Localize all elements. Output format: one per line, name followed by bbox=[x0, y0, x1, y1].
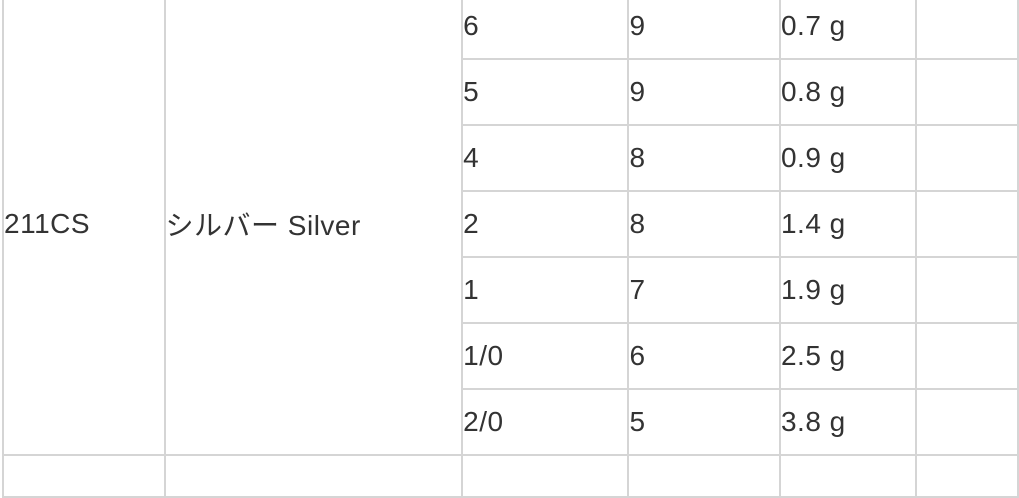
clipped-edge-cell bbox=[915, 454, 1019, 498]
table-row: 1/0 6 2.5 g bbox=[3, 322, 1019, 390]
next-weight-cell-clipped bbox=[778, 454, 918, 498]
next-size-cell-clipped bbox=[461, 454, 630, 498]
clipped-edge-cell bbox=[915, 58, 1019, 126]
quantity-cell: 5 bbox=[627, 388, 781, 456]
model-cell: 211CS bbox=[2, 0, 166, 456]
quantity-cell: 6 bbox=[627, 322, 781, 390]
table-row: 5 9 0.8 g bbox=[3, 58, 1019, 126]
clipped-edge-cell bbox=[915, 256, 1019, 324]
quantity-cell: 8 bbox=[627, 190, 781, 258]
table-row: 211CS シルバー Silver 6 9 0.7 g bbox=[2, 0, 1019, 456]
size-cell: 4 bbox=[461, 124, 630, 192]
size-cell: 5 bbox=[461, 58, 630, 126]
quantity-cell: 8 bbox=[627, 124, 781, 192]
weight-cell: 0.8 g bbox=[778, 58, 918, 126]
size-cell: 6 bbox=[461, 0, 630, 60]
next-quantity-cell-clipped bbox=[627, 454, 781, 498]
quantity-cell: 9 bbox=[627, 0, 781, 60]
next-color-cell-clipped bbox=[163, 454, 464, 498]
clipped-edge-cell bbox=[915, 388, 1019, 456]
size-cell: 2 bbox=[461, 190, 630, 258]
weight-cell: 2.5 g bbox=[778, 322, 918, 390]
size-cell: 2/0 bbox=[461, 388, 630, 456]
clipped-edge-cell bbox=[915, 124, 1019, 192]
weight-cell: 3.8 g bbox=[778, 388, 918, 456]
table-row: 4 8 0.9 g bbox=[3, 124, 1019, 192]
weight-cell: 0.7 g bbox=[778, 0, 918, 60]
size-cell: 1/0 bbox=[461, 322, 630, 390]
weight-cell: 1.4 g bbox=[778, 190, 918, 258]
quantity-cell: 7 bbox=[627, 256, 781, 324]
weight-cell: 0.9 g bbox=[778, 124, 918, 192]
next-model-cell-clipped bbox=[2, 454, 166, 498]
table-row: 2/0 5 3.8 g bbox=[3, 388, 1019, 456]
color-cell: シルバー Silver bbox=[163, 0, 464, 456]
table-row-partial bbox=[2, 454, 1019, 498]
table-row: 2 8 1.4 g bbox=[3, 190, 1019, 258]
size-cell: 1 bbox=[461, 256, 630, 324]
clipped-edge-cell bbox=[915, 0, 1019, 60]
weight-cell: 1.9 g bbox=[778, 256, 918, 324]
quantity-cell: 9 bbox=[627, 58, 781, 126]
table-row: 1 7 1.9 g bbox=[3, 256, 1019, 324]
clipped-edge-cell bbox=[915, 322, 1019, 390]
clipped-edge-cell bbox=[915, 190, 1019, 258]
